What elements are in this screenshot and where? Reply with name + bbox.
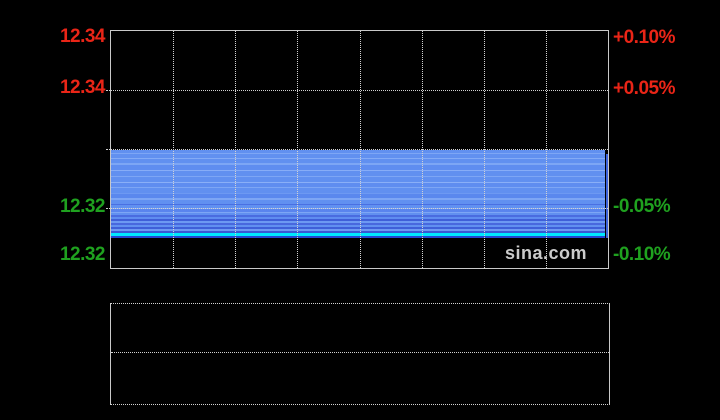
axis-price-low-1: 12.32	[59, 196, 106, 217]
axis-price-low-2: 12.32	[59, 244, 106, 265]
gridline-minus-0.05pct	[106, 208, 608, 209]
sina-watermark: sina.com	[505, 243, 588, 263]
axis-pct-plus-0.10: +0.10%	[613, 27, 675, 48]
axis-pct-plus-0.05: +0.05%	[613, 78, 675, 99]
gridline-prev-close	[106, 149, 608, 150]
price-chart-panel: sina.com	[106, 30, 609, 269]
axis-price-high-1: 12.34	[59, 26, 106, 47]
volume-chart-panel	[110, 303, 610, 405]
price-series-right-edge	[606, 154, 608, 238]
price-area-series	[111, 150, 605, 238]
axis-pct-minus-0.05: -0.05%	[613, 196, 671, 217]
gridline-plus-0.05pct	[106, 90, 608, 91]
axis-pct-minus-0.10: -0.10%	[613, 244, 671, 265]
axis-price-high-2: 12.34	[59, 77, 106, 98]
volume-mid-gridline	[111, 352, 609, 353]
